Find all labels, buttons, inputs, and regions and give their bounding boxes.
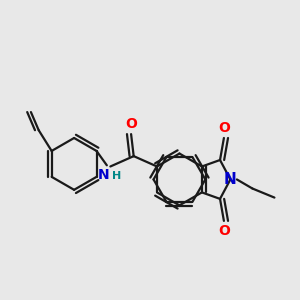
Text: O: O bbox=[218, 224, 230, 238]
Text: O: O bbox=[125, 117, 137, 131]
Text: H: H bbox=[112, 171, 121, 181]
Text: N: N bbox=[98, 168, 109, 182]
Text: N: N bbox=[224, 172, 237, 187]
Text: O: O bbox=[218, 121, 230, 135]
